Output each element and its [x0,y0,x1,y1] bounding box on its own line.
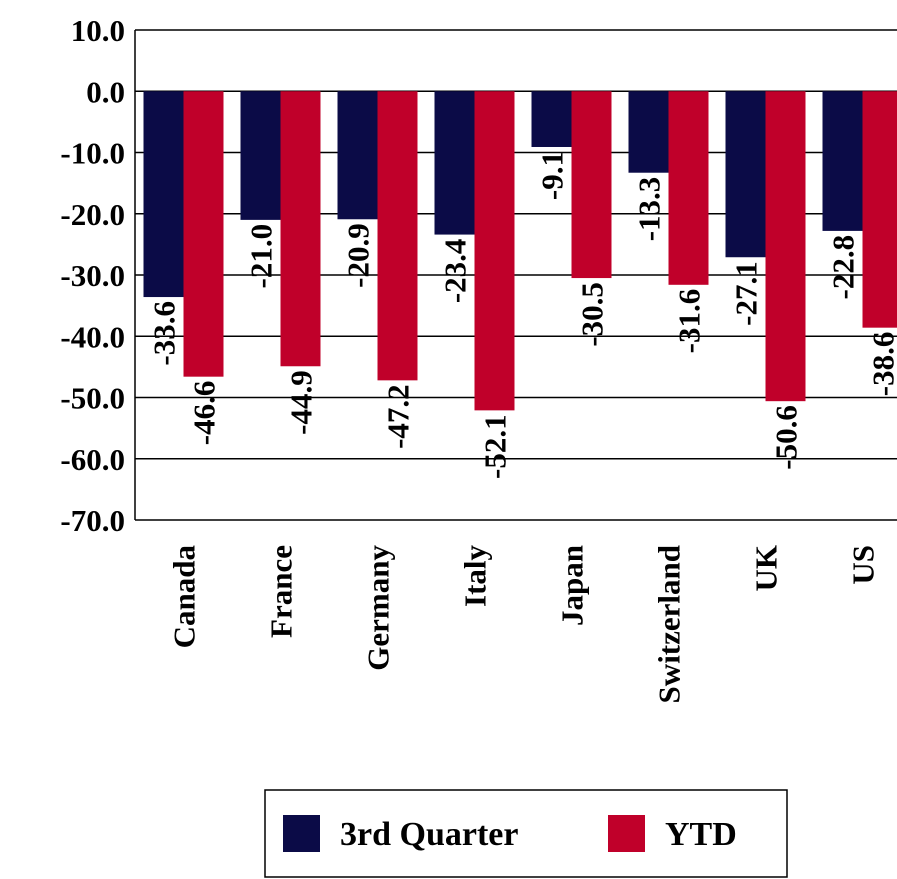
value-label: -47.2 [381,384,416,449]
value-label: -27.1 [729,261,764,326]
x-tick-label: Japan [555,545,590,626]
x-tick-label: UK [749,545,784,592]
legend-swatch [283,815,320,852]
legend-label: YTD [665,816,737,853]
y-tick-label: -50.0 [60,381,125,416]
bar [765,91,806,402]
value-label: -21.0 [244,224,279,289]
value-label: -44.9 [284,370,319,435]
bar [571,91,612,279]
bar [280,91,321,367]
x-tick-label: Italy [458,545,493,608]
value-label: -9.1 [535,151,570,200]
value-label: -50.6 [769,405,804,470]
bar [183,91,224,377]
value-label: -31.6 [672,289,707,354]
bar [862,91,897,328]
bar [240,91,281,220]
y-tick-label: -30.0 [60,258,125,293]
y-tick-label: -40.0 [60,319,125,354]
bar [337,91,378,220]
bar [822,91,863,231]
value-label: -22.8 [826,235,861,300]
value-label: -52.1 [478,414,513,479]
x-tick-label: Germany [361,545,396,671]
y-tick-label: -20.0 [60,197,125,232]
y-tick-label: 10.0 [71,13,125,48]
value-label: -33.6 [147,301,182,366]
y-tick-label: -10.0 [60,136,125,171]
bar [628,91,669,173]
value-label: -38.6 [866,332,897,397]
x-tick-label: US [846,545,881,585]
value-label: -13.3 [632,177,667,242]
bar [725,91,766,258]
bar [377,91,418,381]
value-label: -46.6 [187,381,222,446]
bar [531,91,572,147]
x-tick-label: France [264,545,299,638]
value-label: -30.5 [575,282,610,347]
y-tick-label: -60.0 [60,442,125,477]
value-label: -20.9 [341,223,376,288]
y-tick-label: 0.0 [86,74,125,109]
y-tick-label: -70.0 [60,503,125,538]
legend-swatch [608,815,645,852]
value-label: -23.4 [438,239,473,304]
legend-label: 3rd Quarter [340,816,518,853]
legend-box [264,789,788,878]
x-tick-label: Canada [167,545,202,649]
bar [143,91,184,298]
bar [434,91,475,235]
x-tick-label: Switzerland [652,545,687,703]
bar [668,91,709,285]
bar [474,91,515,411]
